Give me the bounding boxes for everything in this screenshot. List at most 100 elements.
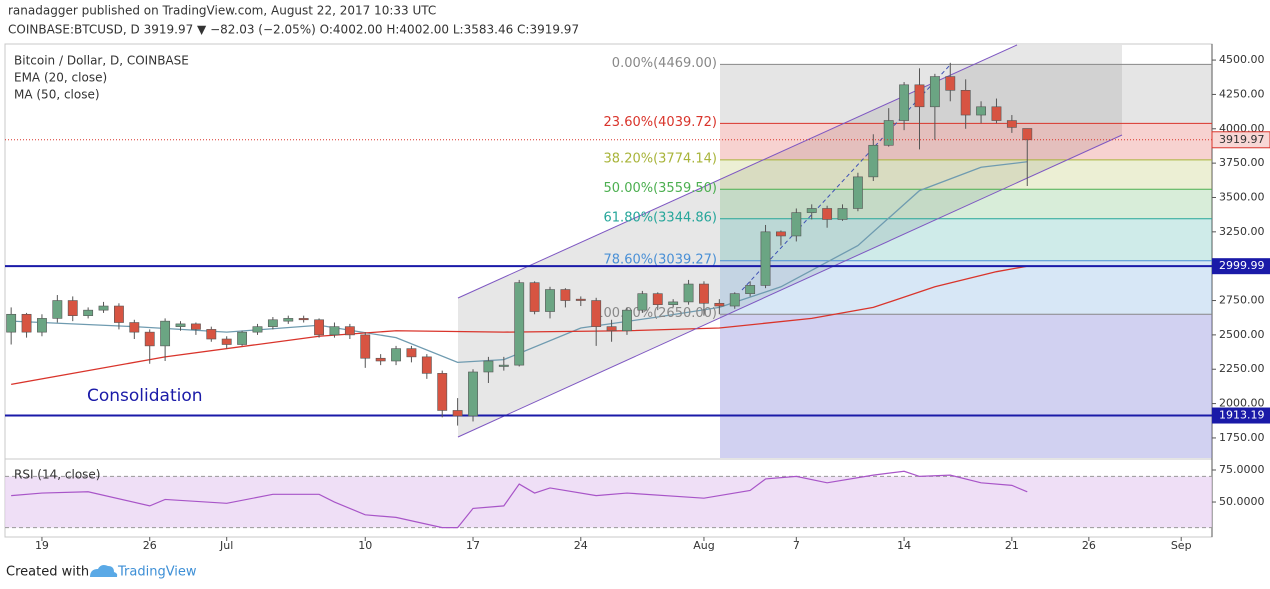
candle-body: [622, 309, 632, 332]
candle-body: [591, 300, 602, 327]
candle-body: [929, 76, 940, 108]
candle-body: [976, 106, 986, 116]
candle-body: [283, 318, 294, 322]
legend-ema: EMA (20, close): [14, 71, 107, 85]
y-tick-label: 2250.00: [1219, 362, 1265, 375]
x-tick-label: Sep: [1171, 539, 1192, 552]
channel-lower: [457, 134, 1123, 438]
fib-label: 100.00%(2650.00): [595, 306, 717, 321]
candle-body: [344, 326, 355, 336]
legend-title: Bitcoin / Dollar, D, COINBASE: [14, 54, 189, 68]
candle-body: [575, 298, 586, 301]
x-tick-label: Jul: [219, 539, 233, 552]
candle-body: [529, 282, 540, 312]
candle-body: [314, 319, 324, 336]
footer-logo: [90, 565, 118, 577]
candle-body: [806, 208, 817, 213]
rsi-band: [5, 476, 1212, 528]
footer-brand[interactable]: TradingView: [117, 565, 197, 580]
candle-body: [652, 293, 663, 305]
candle-body: [267, 319, 278, 327]
candle-body: [1006, 120, 1017, 128]
candle-body: [945, 76, 956, 91]
y-tick-label: 3750.00: [1219, 156, 1265, 169]
fib-label: 23.60%(4039.72): [604, 115, 717, 130]
candle-body: [375, 357, 386, 362]
fib-label: 38.20%(3774.14): [604, 151, 717, 166]
x-tick-label: 21: [1005, 539, 1019, 552]
x-tick-label: 14: [897, 539, 911, 552]
candle-body: [637, 293, 648, 311]
candle-body: [483, 360, 494, 373]
candle-body: [914, 84, 925, 108]
candle-body: [206, 329, 217, 340]
rsi-tick-label: 75.0000: [1219, 463, 1265, 476]
candle-body: [883, 120, 894, 146]
candle-body: [760, 231, 771, 286]
y-tick-label: 2500.00: [1219, 328, 1265, 341]
fib-band: [720, 159, 1212, 190]
candle-body: [298, 318, 309, 321]
candle-body: [160, 320, 171, 347]
y-tick-label: 3250.00: [1219, 225, 1265, 238]
x-tick-label: 19: [35, 539, 49, 552]
candle-body: [98, 305, 109, 311]
candle-body: [668, 301, 679, 305]
candle-body: [452, 410, 463, 417]
candle-body: [868, 144, 879, 178]
x-tick-label: 26: [143, 539, 157, 552]
candle-body: [421, 356, 432, 374]
y-tick-label: 2750.00: [1219, 294, 1265, 307]
channel-fill: [458, 45, 1122, 437]
candle-body: [252, 326, 263, 333]
annotation: Consolidation: [87, 386, 203, 406]
header-line2: COINBASE:BTCUSD, D 3919.97 ▼ −82.03 (−2.…: [8, 23, 579, 37]
candle-body: [437, 373, 448, 411]
candle-body: [745, 285, 756, 294]
rsi-line: [11, 470, 1028, 529]
candle-body: [776, 231, 786, 237]
candle-body: [360, 334, 371, 359]
fib-band: [720, 314, 1212, 458]
candle-body: [822, 208, 833, 220]
candle-body: [991, 106, 1002, 121]
candle-body: [699, 283, 709, 304]
fib-band: [720, 123, 1212, 160]
candle-body: [221, 338, 232, 345]
x-tick-label: 7: [793, 539, 800, 552]
candle-body: [837, 208, 848, 220]
candle-body: [406, 348, 417, 358]
x-tick-label: 17: [466, 539, 480, 552]
header-line1: ranadagger published on TradingView.com,…: [8, 4, 436, 18]
candle-body: [791, 212, 802, 237]
fib-label: 61.80%(3344.86): [604, 210, 717, 225]
candle-body: [498, 364, 509, 367]
h-line-label: 2999.99: [1219, 259, 1265, 272]
candle-body: [1022, 128, 1033, 141]
x-tick-label: 26: [1082, 539, 1096, 552]
candle-body: [175, 323, 186, 327]
candle-body: [545, 289, 555, 312]
h-line-label: 1913.19: [1219, 409, 1265, 422]
candle-body: [190, 323, 201, 330]
candle-body: [37, 318, 47, 333]
candle-body: [67, 300, 78, 316]
x-tick-label: 10: [358, 539, 372, 552]
candle-body: [114, 305, 124, 323]
footer-created: Created with: [6, 565, 89, 580]
candle-body: [683, 283, 694, 303]
h-line-tag: [1212, 258, 1270, 275]
y-tick-label: 3500.00: [1219, 190, 1265, 203]
legend-ma: MA (50, close): [14, 88, 100, 102]
x-tick-label: 24: [574, 539, 588, 552]
candle-body: [514, 282, 525, 366]
candle-body: [560, 289, 571, 301]
fib-label: 78.60%(3039.27): [604, 252, 717, 267]
y-tick-label: 4250.00: [1219, 87, 1265, 100]
candle-body: [21, 313, 32, 333]
candle-body: [83, 309, 94, 316]
y-tick-label: 2000.00: [1219, 397, 1265, 410]
candle-body: [144, 331, 155, 347]
candle-body: [960, 90, 971, 116]
